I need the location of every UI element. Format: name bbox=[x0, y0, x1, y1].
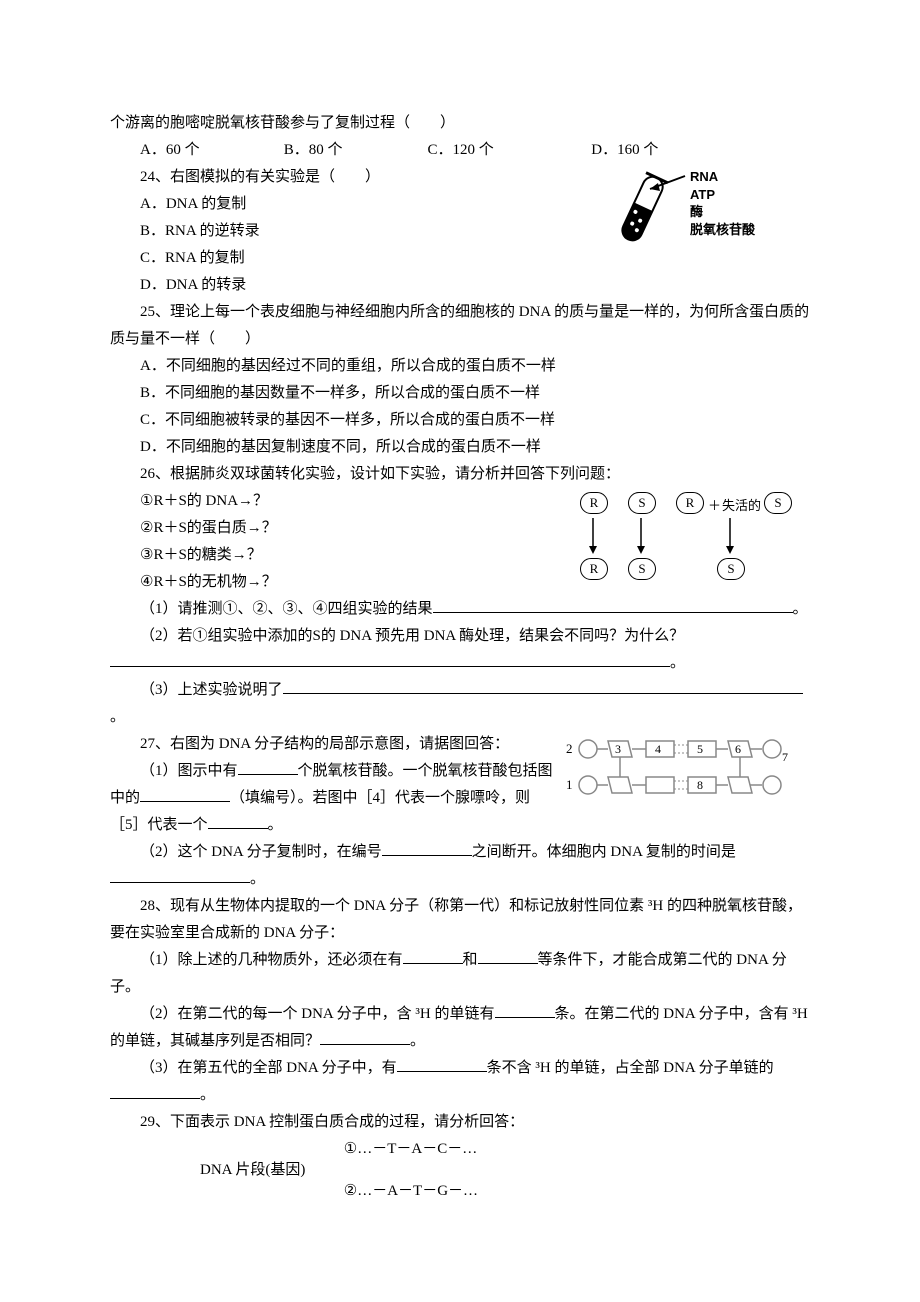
q27-blank-3[interactable] bbox=[208, 828, 268, 829]
q26-sub2: （2）若①组实验中添加的S的 DNA 预先用 DNA 酶处理，结果会不同吗？为什… bbox=[110, 623, 810, 650]
q28-sub1: （1）除上述的几种物质外，还必须在有和等条件下，才能合成第二代的 DNA 分子。 bbox=[110, 947, 810, 1001]
q27-sub2: （2）这个 DNA 分子复制时，在编号之间断开。体细胞内 DNA 复制的时间是。 bbox=[110, 839, 810, 893]
q23-opt-c: C．120 个 bbox=[428, 137, 588, 164]
svg-text:2: 2 bbox=[566, 741, 573, 756]
q25-opt-b: B．不同细胞的基因数量不一样多，所以合成的蛋白质不一样 bbox=[110, 380, 810, 407]
q27-1a: （1）图示中有 bbox=[140, 763, 238, 779]
svg-text:6: 6 bbox=[735, 742, 741, 756]
q28-blank-4[interactable] bbox=[320, 1044, 410, 1045]
q24-fig-atp: ATP bbox=[690, 186, 755, 204]
q26-sub1-text: （1）请推测①、②、③、④四组实验的结果 bbox=[140, 601, 433, 617]
svg-text:3: 3 bbox=[615, 742, 621, 756]
q28-2a: （2）在第二代的每一个 DNA 分子中，含 ³H 的单链有 bbox=[140, 1006, 495, 1022]
q28-blank-6[interactable] bbox=[110, 1098, 200, 1099]
q25-opt-d: D．不同细胞的基因复制速度不同，所以合成的蛋白质不一样 bbox=[110, 434, 810, 461]
q28-stem: 28、现有从生物体内提取的一个 DNA 分子（称第一代）和标记放射性同位素 ³H… bbox=[110, 893, 810, 947]
q26-sub1: （1）请推测①、②、③、④四组实验的结果。 bbox=[110, 596, 810, 623]
q28-3a: （3）在第五代的全部 DNA 分子中，有 bbox=[140, 1060, 397, 1076]
svg-text:1: 1 bbox=[566, 777, 573, 792]
q23-opt-d: D．160 个 bbox=[591, 137, 731, 164]
svg-text:4: 4 bbox=[655, 742, 661, 756]
q27-figure: 2 3 4 5 6 7 1 bbox=[560, 731, 810, 811]
q26-bot-r1: R bbox=[580, 558, 608, 580]
q23-opt-a: A．60 个 bbox=[140, 137, 280, 164]
q29-seq2-row: ②…－A－T－G－… bbox=[110, 1178, 810, 1205]
q26-sub3-text: （3）上述实验说明了 bbox=[140, 682, 283, 698]
q25-opt-c: C．不同细胞被转录的基因不一样多，所以合成的蛋白质不一样 bbox=[110, 407, 810, 434]
q24-figure: RNA ATP 酶 脱氧核苷酸 bbox=[590, 164, 810, 264]
q29-seq2: ②…－A－T－G－… bbox=[344, 1178, 544, 1205]
q26-sub1-blank[interactable] bbox=[433, 612, 793, 613]
q28-sub2: （2）在第二代的每一个 DNA 分子中，含 ³H 的单链有条。在第二代的 DNA… bbox=[110, 1001, 810, 1055]
q28-3b: 条不含 ³H 的单链，占全部 DNA 分子单链的 bbox=[487, 1060, 774, 1076]
q27-1c: （填编号）。若图中［4］代表一个腺嘌呤，则［5］代表一个 bbox=[110, 790, 530, 833]
q26-bot-s2: S bbox=[717, 558, 745, 580]
svg-text:8: 8 bbox=[697, 778, 703, 792]
q27-blank-1[interactable] bbox=[238, 774, 298, 775]
svg-text:5: 5 bbox=[697, 742, 703, 756]
q26-stem: 26、根据肺炎双球菌转化实验，设计如下实验，请分析并回答下列问题： bbox=[110, 461, 810, 488]
q23-options: A．60 个 B．80 个 C．120 个 D．160 个 bbox=[110, 137, 810, 164]
q26-sub2-blankline: 。 bbox=[110, 650, 810, 677]
q28-sub3: （3）在第五代的全部 DNA 分子中，有 条不含 ³H 的单链，占全部 DNA 分… bbox=[110, 1055, 810, 1109]
q28-blank-5[interactable] bbox=[397, 1071, 487, 1072]
q23-opt-b: B．80 个 bbox=[284, 137, 424, 164]
q27-2a: （2）这个 DNA 分子复制时，在编号 bbox=[140, 844, 382, 860]
svg-text:7: 7 bbox=[782, 750, 788, 764]
q28-blank-1[interactable] bbox=[403, 963, 463, 964]
q24-fig-dntp: 脱氧核苷酸 bbox=[690, 221, 755, 239]
q26-sub2-blank[interactable] bbox=[110, 666, 670, 667]
q27-blank-2[interactable] bbox=[140, 801, 230, 802]
q24-fig-rna: RNA bbox=[690, 168, 755, 186]
q27-2b: 之间断开。体细胞内 DNA 复制的时间是 bbox=[472, 844, 736, 860]
q28-blank-2[interactable] bbox=[478, 963, 538, 964]
q26-sub3: （3）上述实验说明了。 bbox=[110, 677, 810, 731]
q28-blank-3[interactable] bbox=[495, 1017, 555, 1018]
q27-blank-5[interactable] bbox=[110, 882, 250, 883]
q25-opt-a: A．不同细胞的基因经过不同的重组，所以合成的蛋白质不一样 bbox=[110, 353, 810, 380]
q28-1b: 和 bbox=[463, 952, 478, 968]
q29-seq1: ①…－T－A－C－… bbox=[344, 1136, 544, 1163]
q28-1a: （1）除上述的几种物质外，还必须在有 bbox=[140, 952, 403, 968]
q25-stem: 25、理论上每一个表皮细胞与神经细胞内所含的细胞核的 DNA 的质与量是一样的，… bbox=[110, 299, 810, 353]
q23-stem-tail: 个游离的胞嘧啶脱氧核苷酸参与了复制过程（ ） bbox=[110, 110, 810, 137]
q24-fig-enzyme: 酶 bbox=[690, 203, 755, 221]
q27-blank-4[interactable] bbox=[382, 855, 472, 856]
q26-sub2-text: （2）若①组实验中添加的S的 DNA 预先用 DNA 酶处理，结果会不同吗？为什… bbox=[140, 628, 684, 644]
q29-stem: 29、下面表示 DNA 控制蛋白质合成的过程，请分析回答： bbox=[110, 1109, 810, 1136]
q26-figure: R S R ＋ 失活的 S R S S bbox=[580, 488, 810, 588]
q24-opt-d: D．DNA 的转录 bbox=[110, 272, 810, 299]
q26-sub3-blank[interactable] bbox=[283, 693, 803, 694]
q24-figure-labels: RNA ATP 酶 脱氧核苷酸 bbox=[690, 168, 755, 238]
q26-bot-s1: S bbox=[628, 558, 656, 580]
